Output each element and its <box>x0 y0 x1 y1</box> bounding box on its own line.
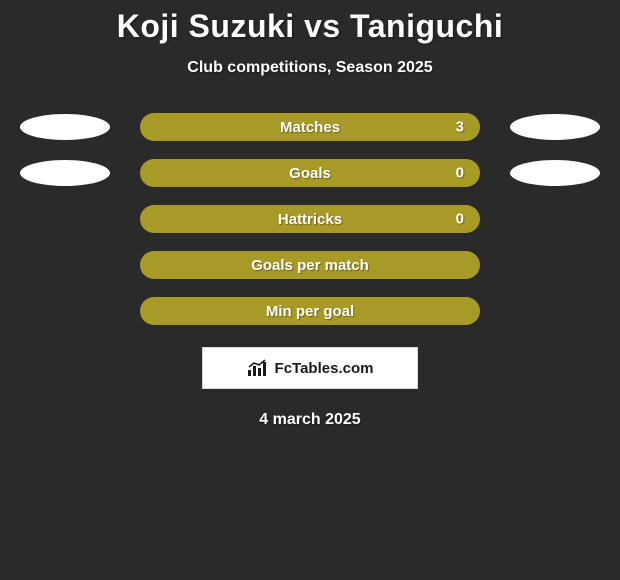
stat-row: Matches 3 <box>0 113 620 141</box>
stat-rows: Matches 3 Goals 0 Hattricks 0 Goals per match M… <box>0 113 620 325</box>
stat-label: Matches <box>280 119 340 136</box>
comparison-infographic: Koji Suzuki vs Taniguchi Club competitio… <box>0 0 620 580</box>
chart-icon <box>247 359 269 377</box>
stat-bar: Matches 3 <box>140 113 480 141</box>
stat-value: 0 <box>456 211 464 228</box>
stat-row: Hattricks 0 <box>0 205 620 233</box>
stat-label: Min per goal <box>266 303 354 320</box>
stat-bar: Hattricks 0 <box>140 205 480 233</box>
stat-label: Goals <box>289 165 331 182</box>
brand-box: FcTables.com <box>202 347 418 389</box>
left-ellipse <box>20 160 110 186</box>
left-ellipse <box>20 114 110 140</box>
page-subtitle: Club competitions, Season 2025 <box>0 59 620 77</box>
stat-value: 3 <box>456 119 464 136</box>
stat-label: Hattricks <box>278 211 342 228</box>
stat-row: Goals per match <box>0 251 620 279</box>
stat-row: Goals 0 <box>0 159 620 187</box>
right-ellipse <box>510 160 600 186</box>
brand-text: FcTables.com <box>275 360 374 377</box>
stat-value: 0 <box>456 165 464 182</box>
stat-bar: Goals per match <box>140 251 480 279</box>
stat-row: Min per goal <box>0 297 620 325</box>
right-ellipse <box>510 114 600 140</box>
stat-bar: Min per goal <box>140 297 480 325</box>
stat-bar: Goals 0 <box>140 159 480 187</box>
stat-label: Goals per match <box>251 257 369 274</box>
page-title: Koji Suzuki vs Taniguchi <box>0 0 620 45</box>
date-text: 4 march 2025 <box>0 411 620 429</box>
